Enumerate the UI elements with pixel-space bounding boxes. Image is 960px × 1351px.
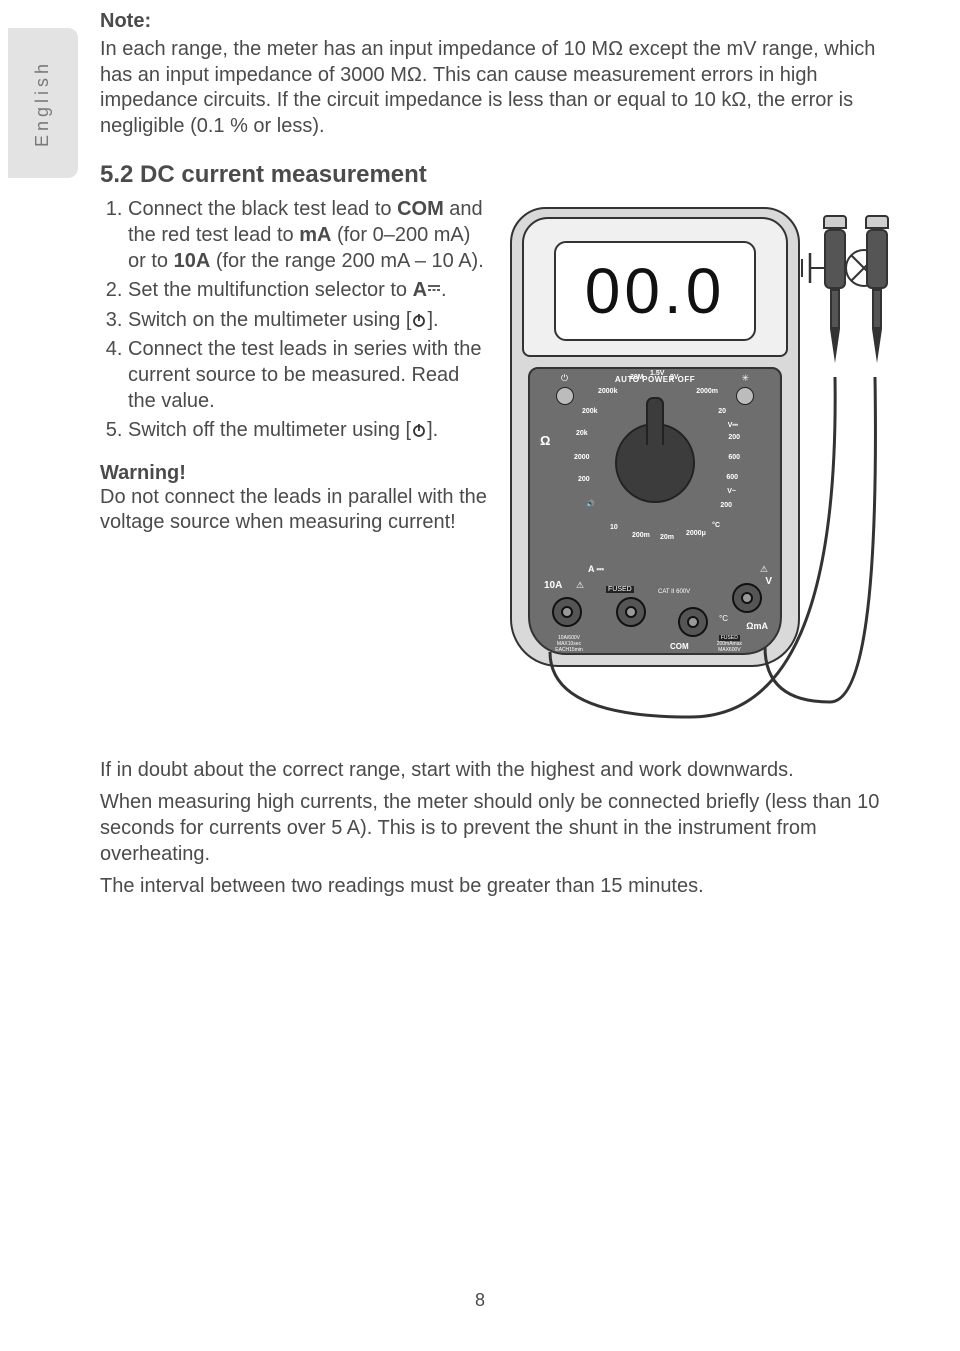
below-p1: If in doubt about the correct range, sta… (100, 757, 890, 783)
test-probe-black (820, 215, 850, 363)
additional-notes: If in doubt about the correct range, sta… (100, 757, 890, 899)
power-icon (411, 422, 427, 438)
power-icon (411, 312, 427, 328)
dc-icon (427, 284, 441, 294)
step-3: Switch on the multimeter using []. (128, 308, 490, 334)
steps-list: Connect the black test lead to COM and t… (100, 197, 490, 443)
language-tab: English (8, 28, 78, 178)
section-heading: 5.2 DC current measurement (100, 161, 890, 189)
multimeter-illustration: 00.0 AUTO POWER OFF ⏻ ✳ 20M 1.5V 9V 2000… (510, 197, 890, 727)
below-p2: When measuring high currents, the meter … (100, 789, 890, 867)
step-1: Connect the black test lead to COM and t… (128, 197, 490, 274)
test-probe-red (862, 215, 892, 363)
note-heading: Note: (100, 10, 890, 33)
language-tab-label: English (33, 59, 54, 146)
step-5: Switch off the multimeter using []. (128, 418, 490, 444)
below-p3: The interval between two readings must b… (100, 873, 890, 899)
page-number: 8 (0, 1290, 960, 1311)
warning-body: Do not connect the leads in parallel wit… (100, 485, 490, 536)
step-4: Connect the test leads in series with th… (128, 337, 490, 414)
probe-leads (510, 197, 910, 727)
warning-heading: Warning! (100, 462, 490, 485)
note-body: In each range, the meter has an input im… (100, 37, 890, 139)
step-2: Set the multifunction selector to A. (128, 278, 490, 304)
note-block: Note: In each range, the meter has an in… (100, 10, 890, 139)
